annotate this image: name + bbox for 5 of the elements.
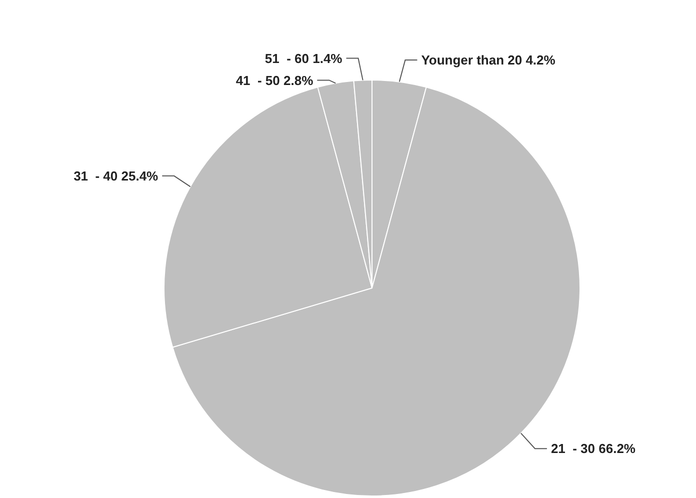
slice-label: 41 - 50 2.8%: [236, 72, 314, 88]
slice-label: Younger than 20 4.2%: [421, 52, 556, 68]
slice-label: 51 - 60 1.4%: [264, 50, 343, 66]
slice-label: 31 - 40 25.4%: [74, 168, 159, 184]
slice-label: 21 - 30 66.2%: [550, 441, 636, 456]
